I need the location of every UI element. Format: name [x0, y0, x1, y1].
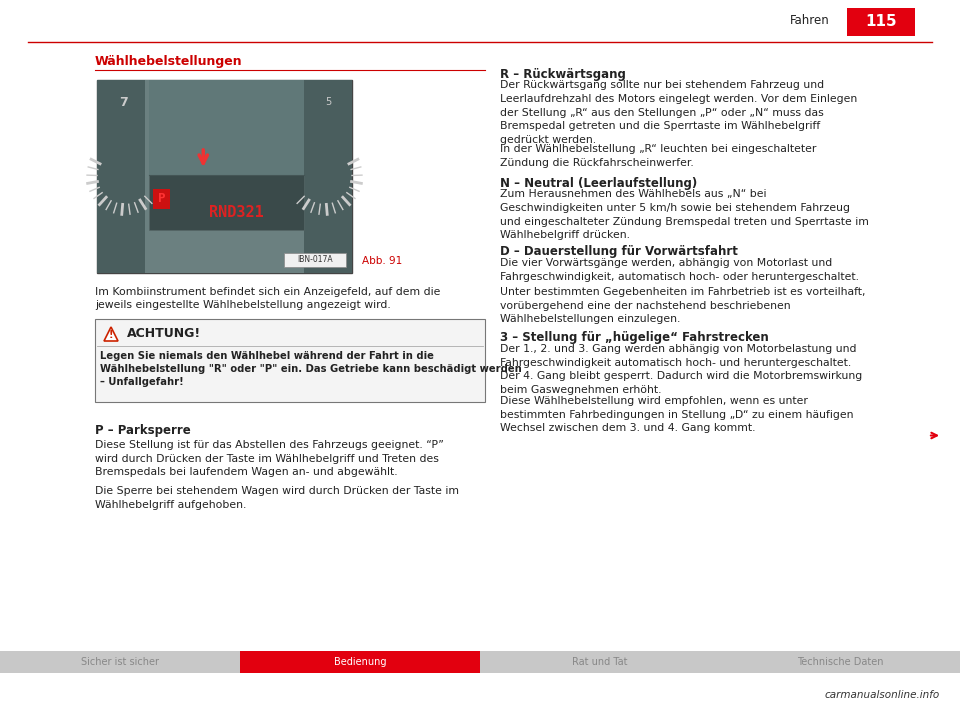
- Text: 5: 5: [324, 97, 331, 107]
- Text: Wählhebelstellung "R" oder "P" ein. Das Getriebe kann beschädigt werden: Wählhebelstellung "R" oder "P" ein. Das …: [100, 364, 521, 374]
- Text: !: !: [108, 331, 113, 341]
- Text: 115: 115: [865, 14, 897, 30]
- Text: Diese Stellung ist für das Abstellen des Fahrzeugs geeignet. “P”
wird durch Drüc: Diese Stellung ist für das Abstellen des…: [95, 440, 444, 477]
- Bar: [480, 651, 720, 673]
- Text: Die vier Vorwärtsgänge werden, abhängig von Motorlast und
Fahrgeschwindigkeit, a: Die vier Vorwärtsgänge werden, abhängig …: [500, 258, 859, 282]
- Bar: [97, 80, 352, 273]
- Text: IBN-017A: IBN-017A: [298, 256, 333, 265]
- Bar: [240, 651, 480, 673]
- Text: carmanualsonline.info: carmanualsonline.info: [825, 690, 940, 700]
- Text: Wählhebelstellungen: Wählhebelstellungen: [95, 55, 243, 68]
- Text: 3 – Stellung für „hügelige“ Fahrstrecken: 3 – Stellung für „hügelige“ Fahrstrecken: [500, 331, 769, 345]
- Text: Technische Daten: Technische Daten: [797, 657, 883, 667]
- Text: N – Neutral (Leerlaufstellung): N – Neutral (Leerlaufstellung): [500, 177, 697, 190]
- Bar: [720, 651, 960, 673]
- Bar: [97, 80, 149, 273]
- Text: P – Parksperre: P – Parksperre: [95, 424, 191, 437]
- Bar: [304, 80, 352, 273]
- Text: D – Dauerstellung für Vorwärtsfahrt: D – Dauerstellung für Vorwärtsfahrt: [500, 246, 738, 258]
- Bar: [149, 175, 304, 230]
- Text: – Unfallgefahr!: – Unfallgefahr!: [100, 377, 183, 387]
- Text: In der Wählhebelstellung „R“ leuchten bei eingeschalteter
Zündung die Rückfahrsc: In der Wählhebelstellung „R“ leuchten be…: [500, 144, 816, 168]
- Text: Im Kombiinstrument befindet sich ein Anzeigefeld, auf dem die: Im Kombiinstrument befindet sich ein Anz…: [95, 287, 441, 297]
- Text: Legen Sie niemals den Wählhebel während der Fahrt in die: Legen Sie niemals den Wählhebel während …: [100, 351, 434, 361]
- Text: R – Rückwärtsgang: R – Rückwärtsgang: [500, 68, 626, 81]
- Text: ACHTUNG!: ACHTUNG!: [127, 327, 202, 340]
- Text: RND321: RND321: [208, 205, 263, 220]
- Text: Diese Wählhebelstellung wird empfohlen, wenn es unter
bestimmten Fahrbedingungen: Diese Wählhebelstellung wird empfohlen, …: [500, 396, 853, 433]
- Text: jeweils eingestellte Wählhebelstellung angezeigt wird.: jeweils eingestellte Wählhebelstellung a…: [95, 300, 391, 310]
- Bar: [0, 651, 240, 673]
- Text: Der Rückwärtsgang sollte nur bei stehendem Fahrzeug und
Leerlaufdrehzahl des Mot: Der Rückwärtsgang sollte nur bei stehend…: [500, 81, 857, 145]
- Text: P: P: [157, 193, 165, 205]
- Text: Bedienung: Bedienung: [334, 657, 386, 667]
- Bar: [95, 319, 485, 402]
- Text: Zum Herausnehmen des Wählhebels aus „N“ bei
Geschwindigkeiten unter 5 km/h sowie: Zum Herausnehmen des Wählhebels aus „N“ …: [500, 190, 869, 240]
- Polygon shape: [104, 327, 118, 341]
- Text: Rat und Tat: Rat und Tat: [572, 657, 628, 667]
- Text: Fahren: Fahren: [790, 13, 830, 26]
- Text: 7: 7: [119, 96, 128, 108]
- Bar: [847, 8, 915, 36]
- Text: Unter bestimmten Gegebenheiten im Fahrbetrieb ist es vorteilhaft,
vorübergehend : Unter bestimmten Gegebenheiten im Fahrbe…: [500, 287, 866, 324]
- Bar: [284, 253, 346, 267]
- Text: Abb. 91: Abb. 91: [362, 256, 402, 266]
- Bar: [145, 80, 304, 273]
- Bar: [149, 80, 304, 175]
- Text: Der 1., 2. und 3. Gang werden abhängig von Motorbelastung und
Fahrgeschwindigkei: Der 1., 2. und 3. Gang werden abhängig v…: [500, 344, 862, 395]
- Bar: [153, 189, 170, 209]
- Text: Sicher ist sicher: Sicher ist sicher: [81, 657, 159, 667]
- Text: Die Sperre bei stehendem Wagen wird durch Drücken der Taste im
Wählhebelgriff au: Die Sperre bei stehendem Wagen wird durc…: [95, 486, 459, 510]
